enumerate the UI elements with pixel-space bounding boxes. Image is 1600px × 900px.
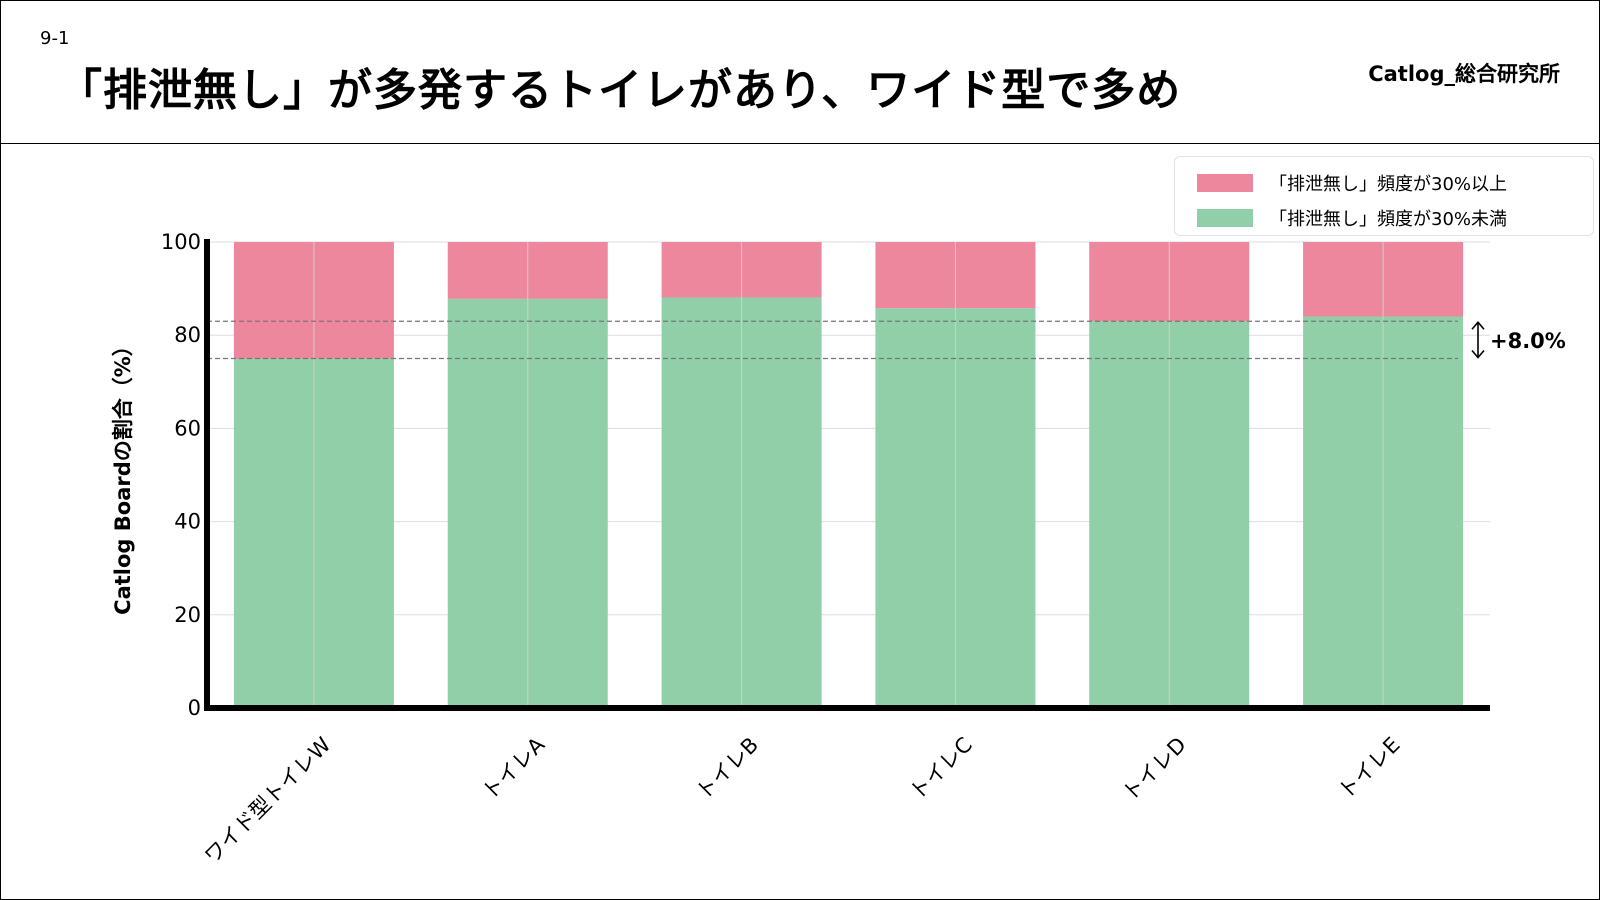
x-tick-label-1: トイレA [478, 732, 550, 804]
annotation-arrow-head-up [1471, 320, 1485, 330]
legend-item-low: 「排泄無し」頻度が30%未満 [1197, 205, 1507, 231]
y-tick-label-0: 0 [188, 696, 201, 720]
annotation-label: +8.0% [1490, 329, 1566, 353]
y-tick-label-20: 20 [174, 603, 201, 627]
slide-title: 「排泄無し」が多発するトイレがあり、ワイド型で多め [58, 65, 1182, 116]
brand-logo: Catlog_総合研究所 [1368, 62, 1560, 86]
x-tick-label-5: トイレE [1334, 733, 1405, 804]
legend-swatch-high [1197, 174, 1253, 192]
legend-label-high: 「排泄無し」頻度が30%以上 [1269, 174, 1508, 195]
legend-label-low: 「排泄無し」頻度が30%未満 [1269, 209, 1508, 230]
x-tick-label-0: ワイド型トイレW [200, 732, 336, 868]
y-tick-label-80: 80 [174, 323, 201, 347]
y-tick-label-40: 40 [174, 510, 201, 534]
x-tick-label-3: トイレC [905, 733, 977, 805]
chart-legend: 「排泄無し」頻度が30%以上 「排泄無し」頻度が30%未満 [1174, 156, 1594, 236]
x-tick-label-4: トイレD [1118, 733, 1191, 806]
y-axis-label: Catlog Boardの割合（%） [111, 335, 135, 615]
legend-swatch-low [1197, 209, 1253, 227]
x-tick-label-2: トイレB [691, 733, 763, 805]
legend-item-high: 「排泄無し」頻度が30%以上 [1197, 170, 1507, 196]
slide-number: 9-1 [40, 28, 70, 49]
annotation-arrow-head-down [1471, 349, 1485, 359]
y-tick-label-60: 60 [174, 416, 201, 440]
y-tick-label-100: 100 [161, 230, 201, 254]
header-divider [0, 143, 1600, 144]
